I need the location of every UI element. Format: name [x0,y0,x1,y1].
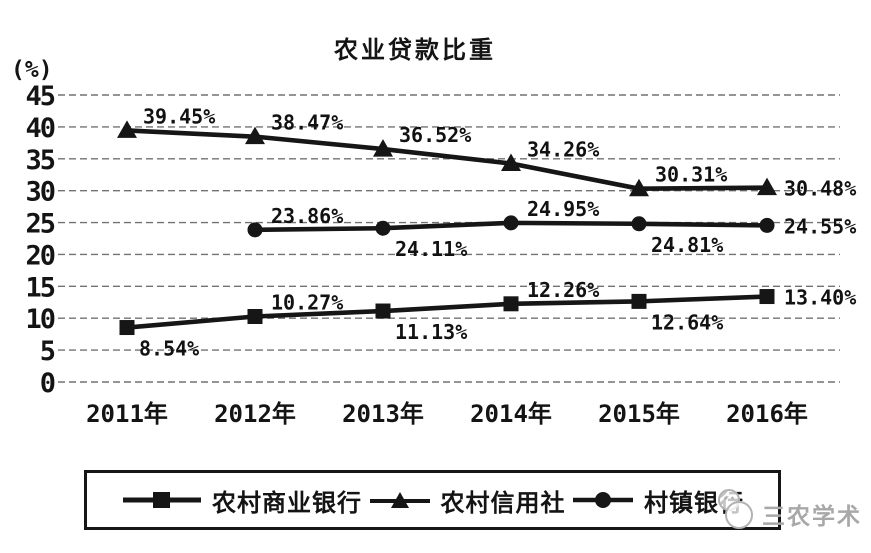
data-point-label: 24.55% [784,214,856,238]
data-point-label: 23.86% [271,204,343,228]
circle-marker [503,215,519,231]
triangle-marker [501,153,521,171]
x-tick-label: 2011年 [86,400,168,428]
chart-title: 农业贷款比重 [334,37,496,64]
y-axis-unit-label: (%) [11,57,53,83]
y-tick-label: 45 [25,81,54,112]
square-marker [247,309,263,325]
legend-marker-circle-icon [571,489,635,511]
x-tick-label: 2013年 [342,400,424,428]
x-tick-label: 2012年 [214,400,296,428]
y-tick-label: 40 [25,113,54,144]
data-point-label: 12.26% [527,278,599,302]
triangle-marker [629,178,649,197]
circle-marker [247,222,263,238]
data-point-label: 24.11% [395,237,467,261]
series-line-circle [252,220,770,233]
circle-marker [631,216,647,232]
square-marker [119,320,135,336]
data-point-label: 11.13% [395,320,467,344]
x-tick-label: 2014年 [470,400,552,428]
y-tick-label: 30 [25,177,54,208]
y-tick-label: 25 [25,209,54,240]
watermark: 三农学术 [712,487,862,540]
legend-item-rural-commercial-bank: 农村商业银行 [121,483,362,518]
circle-marker [375,220,391,236]
square-marker [631,293,647,309]
y-tick-label: 35 [25,145,54,176]
square-marker [503,296,519,312]
y-tick-label: 5 [40,336,55,367]
series-line-triangle [124,128,770,191]
y-tick-label: 20 [25,240,54,271]
x-tick-label: 2016年 [726,400,808,428]
data-point-label: 24.95% [527,197,599,221]
data-point-label: 30.48% [784,177,856,201]
data-point-label: 39.45% [143,104,215,128]
data-point-label: 24.81% [651,233,723,257]
triangle-marker [373,139,393,157]
data-point-label: 36.52% [399,123,471,147]
legend-item-rural-credit-cooperative: 农村信用社 [368,483,566,518]
data-point-label: 38.47% [271,111,343,135]
data-point-label: 13.40% [784,286,856,310]
y-tick-label: 10 [25,304,54,335]
data-point-label: 30.31% [655,163,727,187]
triangle-marker [757,177,777,196]
x-tick-label: 2015年 [598,400,680,428]
data-point-label: 8.54% [139,337,199,361]
square-marker [759,289,775,305]
triangle-marker [245,126,265,145]
y-tick-label: 0 [40,368,55,399]
data-point-label: 12.64% [651,310,723,334]
series-line-square [124,294,770,330]
legend-label-rural-credit-cooperative: 农村信用社 [440,489,566,517]
legend-marker-square-icon [121,489,203,511]
data-point-label: 34.26% [527,137,599,161]
legend-marker-triangle-icon [368,489,432,511]
data-point-label: 10.27% [271,291,343,315]
watermark-logo-icon [712,487,758,540]
square-marker [375,303,391,319]
triangle-marker [117,120,137,138]
circle-marker [759,217,775,233]
y-tick-label: 15 [25,272,54,303]
watermark-text: 三农学术 [762,502,862,529]
legend-box: 农村商业银行 农村信用社 村镇银行 [84,470,781,530]
legend-label-rural-commercial-bank: 农村商业银行 [212,489,362,517]
